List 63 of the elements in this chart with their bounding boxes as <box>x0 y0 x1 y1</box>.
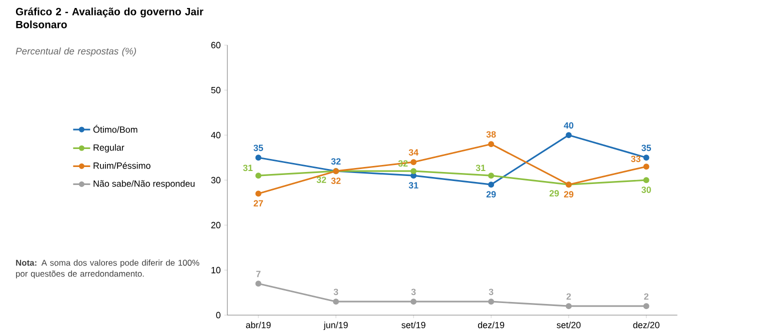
data-label: 7 <box>256 270 260 278</box>
point <box>410 159 417 166</box>
y-tick-label: 50 <box>211 86 220 94</box>
data-label: 29 <box>550 190 559 196</box>
legend-label: Ruim/Péssimo <box>94 162 150 169</box>
text: Gráfico 2 - Avaliação do governo Jair Bolsonaro <box>16 8 204 28</box>
point <box>488 182 494 188</box>
data-label: 29 <box>486 191 496 198</box>
data-label: 32 <box>398 160 408 167</box>
point <box>566 303 572 310</box>
data-label: 29 <box>564 191 574 198</box>
data-label: 3 <box>411 288 416 296</box>
y-tick-label: 20 <box>211 222 220 228</box>
point <box>488 172 494 179</box>
point <box>255 172 262 179</box>
x-tick-label: abr/19 <box>246 322 271 328</box>
y-tick-label: 30 <box>211 176 220 184</box>
data-label: 3 <box>488 288 494 296</box>
data-label: 31 <box>243 164 253 172</box>
x-tick-label: jun/19 <box>324 322 348 330</box>
point <box>643 303 650 310</box>
data-label: 32 <box>331 178 341 184</box>
data-label: 31 <box>476 164 486 172</box>
y-tick-label: 60 <box>211 42 220 48</box>
x-tick-label: set/19 <box>402 322 426 328</box>
point <box>488 141 494 148</box>
point <box>488 298 494 305</box>
data-label: 31 <box>408 182 418 188</box>
point <box>255 154 262 161</box>
legend-label: Regular <box>94 144 124 152</box>
y-tick-label: 0 <box>216 312 220 318</box>
data-label: 2 <box>566 293 571 300</box>
data-label: 40 <box>564 122 574 129</box>
text: Nota: A soma dos valores pode diferir de 100% por questões de arredondamento. <box>16 260 200 278</box>
data-label: 34 <box>408 149 418 156</box>
data-label: 35 <box>642 144 652 152</box>
x-tick-label: set/20 <box>556 322 581 328</box>
data-label: 33 <box>631 156 640 162</box>
data-label: 32 <box>316 176 326 183</box>
data-label: 35 <box>254 144 264 152</box>
point <box>255 280 262 287</box>
point <box>643 164 650 170</box>
point <box>643 154 650 161</box>
legend-label: Não sabe/Não respondeu <box>94 180 195 189</box>
data-label: 30 <box>642 186 651 193</box>
point <box>410 298 417 305</box>
point <box>566 132 572 138</box>
data-label: 32 <box>331 158 341 165</box>
point <box>643 177 650 184</box>
y-tick-label: 40 <box>211 132 220 138</box>
data-label: 3 <box>334 288 338 296</box>
x-tick-label: dez/20 <box>633 322 660 328</box>
data-label: 27 <box>254 200 263 206</box>
point <box>255 190 262 197</box>
data-label: 38 <box>486 131 496 138</box>
data-label: 2 <box>644 293 648 300</box>
point <box>410 172 417 179</box>
x-tick-label: dez/19 <box>478 322 504 328</box>
point <box>332 298 339 305</box>
text: Percentual de respostas (%) <box>16 48 136 56</box>
y-tick-label: 10 <box>212 266 220 274</box>
legend-label: Ótimo/Bom <box>93 124 138 133</box>
point <box>410 168 417 174</box>
